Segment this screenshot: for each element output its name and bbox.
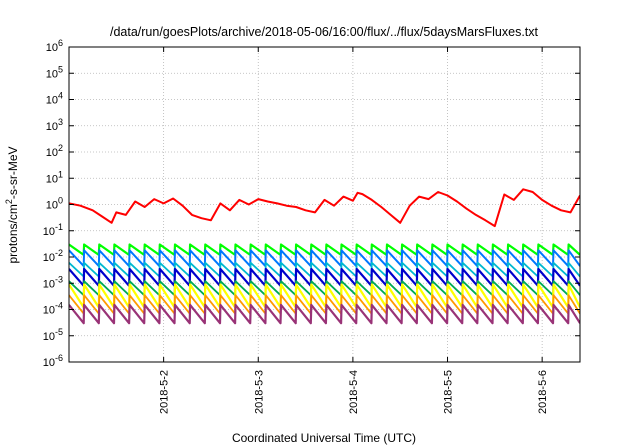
y-tick-label: 10-3 (43, 274, 63, 290)
y-tick-label: 10-6 (43, 353, 63, 369)
y-tick-label: 100 (46, 196, 63, 212)
y-axis-title: protons/cm2-s-sr-MeV (4, 146, 20, 263)
x-axis-title: Coordinated Universal Time (UTC) (232, 431, 416, 445)
y-tick-label: 10-4 (43, 301, 63, 317)
grid (69, 47, 580, 362)
y-tick-label: 101 (46, 169, 63, 185)
y-tick-label: 10-2 (43, 248, 63, 264)
y-tick-label: 102 (46, 143, 63, 159)
x-tick-label: 2018-5-2 (159, 370, 171, 414)
x-tick-label: 2018-5-3 (253, 370, 265, 414)
chart-title: /data/run/goesPlots/archive/2018-05-06/1… (110, 25, 539, 39)
x-tick-label: 2018-5-6 (537, 370, 549, 414)
x-axis: 2018-5-2 2018-5-3 2018-5-4 2018-5-5 2018-5-6 (159, 47, 549, 414)
series-line-2 (69, 243, 580, 256)
series-line-9 (69, 303, 580, 325)
series-line-1 (69, 188, 580, 228)
y-tick-label: 10-5 (43, 327, 63, 343)
y-tick-label: 106 (46, 38, 63, 54)
y-tick-label: 103 (46, 117, 63, 133)
y-axis: 106 105 104 103 102 101 100 10-1 10-2 10-3 10-4 10-… (43, 38, 580, 369)
y-tick-label: 104 (46, 91, 63, 107)
y-tick-label: 10-1 (43, 222, 63, 238)
series-group (69, 188, 580, 325)
y-tick-label: 105 (46, 64, 63, 80)
x-tick-label: 2018-5-5 (443, 370, 455, 414)
x-tick-label: 2018-5-4 (348, 370, 360, 414)
